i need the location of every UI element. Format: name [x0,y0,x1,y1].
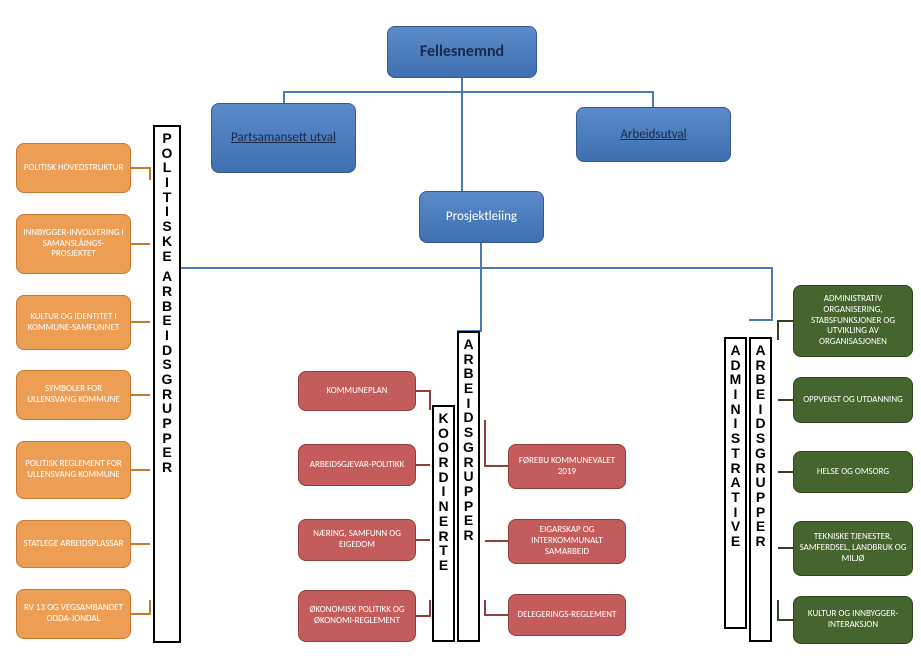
vertical-label-politiske: POLITISKEARBEIDSGRUPPER [153,125,181,643]
orange-node-2: KULTUR OG IDENTITET I KOMMUNE-SAMFUNNET [16,295,131,350]
node-label: KULTUR OG IDENTITET I KOMMUNE-SAMFUNNET [21,312,126,334]
red-node-0: KOMMUNEPLAN [298,371,416,411]
orange-node-3: SYMBOLER FOR ULLENSVANG KOMMUNE [16,370,131,420]
node-label: TEKNISKE TJENESTER, SAMFERDSEL, LANDBRUK… [798,532,908,564]
node-label: RV 13 OG VEGSAMBANDET ODDA-JONDAL [21,603,126,625]
vertical-label-arbeidsgrupper-center: ARBEIDSGRUPPER [457,331,480,642]
orange-node-1: INNBYGGER-INVOLVERING I SAMANSLÅINGS-PRO… [16,214,131,274]
node-label: SYMBOLER FOR ULLENSVANG KOMMUNE [21,384,126,406]
node-label: STATLEGE ARBEIDSPLASSAR [23,539,123,550]
orange-node-4: POLITISK REGLEMENT FOR ULLENSVANG KOMMUN… [16,441,131,499]
vertical-label-administrative: ADMINISTRATIVE [724,337,747,629]
node-partsamansett-utval: Partsamansett utval [211,103,356,173]
node-label: EIGARSKAP OG INTERKOMMUNALT SAMARBEID [513,525,621,557]
red-node-2: NÆRING, SAMFUNN OG EIGEDOM [298,519,416,561]
vertical-label-koordinerte: KOORDINERTE [432,405,455,642]
green-node-4: KULTUR OG INNBYGGER-INTERAKSJON [793,596,913,644]
red-node-3: ØKONOMISK POLITIKK OG ØKONOMI-REGLEMENT [298,590,416,642]
red-node-1: ARBEIDSGJEVAR-POLITIKK [298,444,416,486]
node-arbeidsutval: Arbeidsutval [576,107,731,162]
orange-node-0: POLITISK HOVEDSTRUKTUR [16,143,131,193]
node-label: ØKONOMISK POLITIKK OG ØKONOMI-REGLEMENT [303,605,411,627]
node-prosjektleiing: Prosjektleiing [419,191,544,243]
node-label: INNBYGGER-INVOLVERING I SAMANSLÅINGS-PRO… [21,228,126,260]
node-fellesnemnd: Fellesnemnd [387,26,537,78]
node-label: FØREBU KOMMUNEVALET 2019 [513,456,621,478]
green-node-1: OPPVEKST OG UTDANNING [793,377,913,423]
node-label: KULTUR OG INNBYGGER-INTERAKSJON [798,609,908,631]
orange-node-6: RV 13 OG VEGSAMBANDET ODDA-JONDAL [16,589,131,639]
node-label: POLITISK REGLEMENT FOR ULLENSVANG KOMMUN… [21,459,126,481]
diagram-canvas: Fellesnemnd Partsamansett utval Arbeidsu… [0,0,921,660]
green-node-2: HELSE OG OMSORG [793,451,913,493]
node-label: OPPVEKST OG UTDANNING [803,395,903,406]
node-label: KOMMUNEPLAN [326,386,387,397]
node-label: DELEGERINGS-REGLEMENT [518,610,617,621]
node-label: ARBEIDSGJEVAR-POLITIKK [310,460,404,471]
red-node-6: DELEGERINGS-REGLEMENT [508,594,626,636]
red-node-5: EIGARSKAP OG INTERKOMMUNALT SAMARBEID [508,519,626,564]
node-label: Fellesnemnd [420,42,504,61]
green-node-0: ADMINISTRATIV ORGANISERING, STABSFUNKSJO… [793,285,913,357]
node-label: Arbeidsutval [620,127,686,143]
node-label: Partsamansett utval [231,130,336,146]
orange-node-5: STATLEGE ARBEIDSPLASSAR [16,520,131,568]
node-label: ADMINISTRATIV ORGANISERING, STABSFUNKSJO… [798,294,908,348]
node-label: HELSE OG OMSORG [817,467,889,478]
vertical-label-arbeidsgrupper-right: ARBEIDSGRUPPER [749,337,772,642]
node-label: NÆRING, SAMFUNN OG EIGEDOM [303,529,411,551]
red-node-4: FØREBU KOMMUNEVALET 2019 [508,444,626,489]
node-label: Prosjektleiing [446,209,517,225]
node-label: POLITISK HOVEDSTRUKTUR [24,163,124,174]
green-node-3: TEKNISKE TJENESTER, SAMFERDSEL, LANDBRUK… [793,521,913,576]
